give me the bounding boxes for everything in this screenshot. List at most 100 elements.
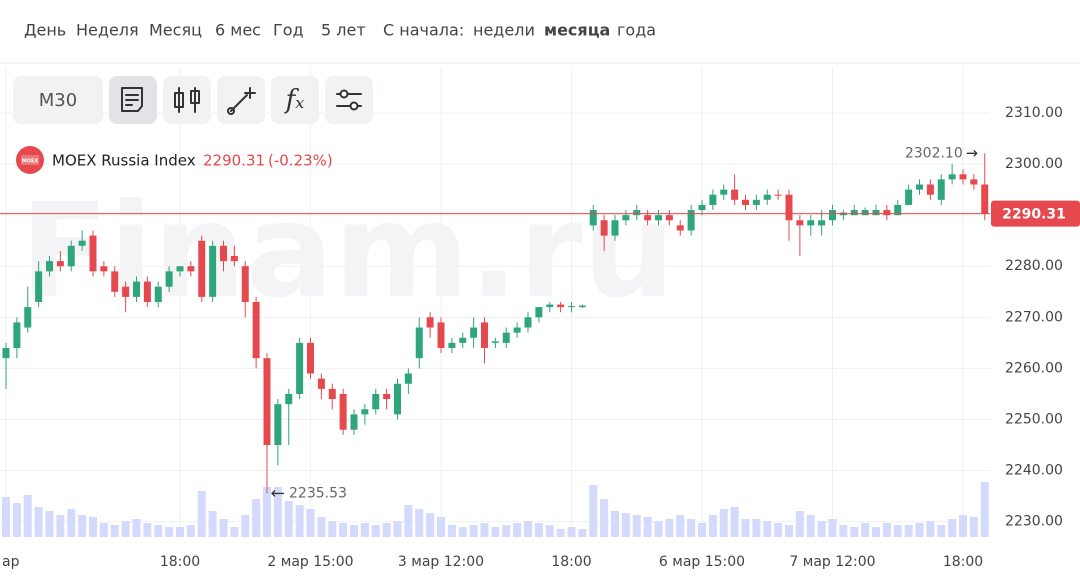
volume-bar [241, 515, 250, 537]
volume-bar [904, 525, 913, 537]
legend: MOEX MOEX Russia Index 2290.31 (-0.23%) [16, 146, 333, 174]
candle-body [252, 302, 260, 359]
candle-body [763, 194, 771, 200]
candle-icon [174, 87, 200, 113]
interval-button[interactable] [13, 76, 103, 124]
period-button[interactable]: Неделя [76, 21, 139, 40]
volume-bar [350, 525, 358, 537]
candle-body [263, 358, 271, 446]
candle-body [665, 215, 673, 221]
volume-bar [882, 523, 891, 537]
x-tick-label: 2 мар 15:00 [267, 554, 353, 570]
volume-bar [872, 527, 880, 537]
candle-body [633, 210, 641, 216]
volume-bar [828, 519, 837, 537]
candle-body [883, 210, 891, 216]
volume-bar [534, 523, 543, 537]
settings-knob [339, 89, 349, 99]
last-price-label: 2290.31 [1002, 207, 1066, 223]
candle-body [285, 393, 293, 405]
volume-bar [502, 525, 511, 537]
settings-knob [349, 101, 359, 111]
period-button[interactable]: Год [273, 21, 304, 40]
x-tick-label: 3 мар 12:00 [398, 554, 484, 570]
volume-bar [382, 523, 391, 537]
period-button[interactable]: Месяц [149, 21, 202, 40]
candle-body [676, 225, 684, 231]
since-label: С начала: [383, 21, 464, 40]
candle-body [720, 189, 728, 195]
volume-bar [426, 513, 435, 537]
period-button[interactable]: День [24, 21, 66, 40]
volume-bar [785, 525, 793, 537]
candle-body [894, 204, 902, 216]
volume-bar [969, 517, 978, 537]
candle-body [209, 245, 217, 297]
y-tick-label: 2250.00 [1005, 412, 1063, 428]
candle-body [872, 210, 880, 216]
candle-body [230, 256, 238, 262]
candle-body [307, 342, 314, 374]
candle-body [752, 199, 760, 205]
volume-bar [980, 482, 989, 537]
candle-body [361, 409, 369, 415]
volume-bar [719, 509, 728, 537]
logo-text: MOEX [22, 159, 39, 165]
volume-bar [850, 527, 859, 537]
volume-bar [469, 525, 478, 537]
candle-body [959, 174, 967, 180]
volume-bar [632, 515, 641, 537]
volume-bar [741, 519, 750, 537]
period-button[interactable]: 5 лет [321, 21, 366, 40]
candle-button[interactable] [163, 76, 211, 124]
notes-icon [121, 87, 143, 112]
volume-bar [295, 505, 304, 537]
volume-bar [78, 515, 87, 537]
indicator-button[interactable] [271, 76, 319, 124]
volume-bar [208, 511, 217, 537]
candle-body [937, 179, 945, 200]
candle-body [404, 373, 412, 384]
candle-body [524, 317, 532, 328]
candle-body [46, 261, 53, 272]
candle-body [187, 266, 195, 272]
volume-bar [458, 527, 467, 537]
volume-bar [861, 523, 870, 537]
volume-bar [219, 519, 228, 537]
volume-bar [589, 485, 598, 537]
period-button[interactable]: 6 мес [215, 21, 261, 40]
candle-body [535, 307, 543, 318]
candle-body [35, 271, 43, 302]
volume-bar [230, 527, 239, 537]
candle-body [785, 194, 793, 221]
volume-bar [665, 519, 674, 537]
volume-bar [556, 529, 565, 537]
candle-body [274, 404, 282, 446]
candle-body [394, 383, 401, 415]
since-option[interactable]: недели [473, 21, 535, 40]
candle-body [111, 271, 119, 292]
high-arrow [966, 149, 978, 157]
since-option[interactable]: месяца [544, 21, 610, 40]
volume-bar [567, 527, 576, 537]
x-tick-label: 6 мар 15:00 [659, 554, 745, 570]
candle-body [437, 322, 445, 348]
candle-body [426, 317, 434, 328]
volume-bar [252, 499, 261, 537]
volume-bar [795, 511, 804, 537]
last-price: 2290.31 [203, 152, 265, 170]
volume-bar [893, 525, 902, 537]
volume-bar [687, 519, 696, 537]
volume-bar [437, 517, 445, 537]
volume-bar [23, 495, 32, 537]
candle-body [513, 327, 521, 333]
volume-bar [284, 501, 293, 537]
candle-body [198, 240, 206, 297]
settings-button[interactable] [325, 76, 373, 124]
volume-bar [339, 523, 348, 537]
since-option[interactable]: года [617, 21, 656, 40]
volume-bar [121, 521, 130, 537]
volume-bar [273, 487, 282, 537]
volume-bar [393, 521, 402, 537]
volume-bar [165, 527, 174, 537]
